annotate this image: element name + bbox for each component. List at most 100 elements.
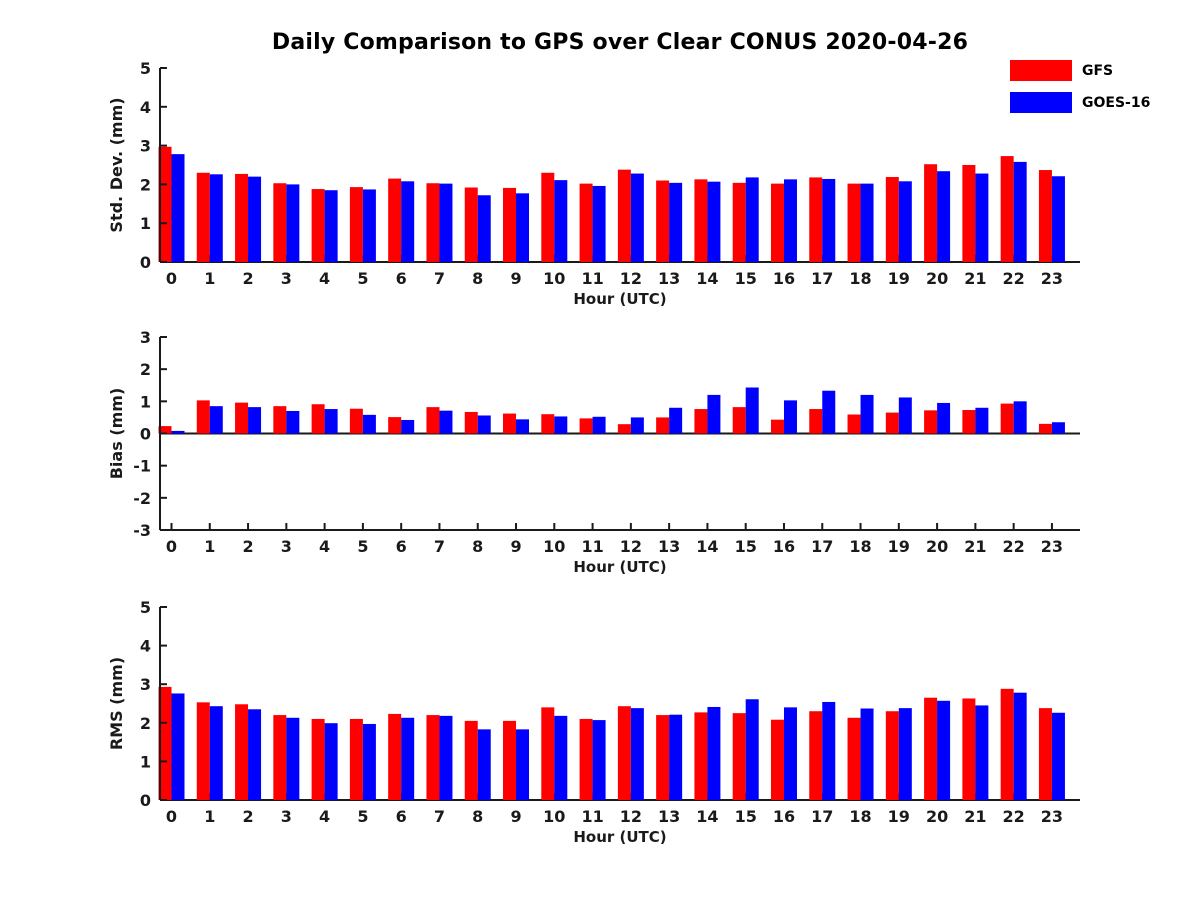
bar-goes-16-h4: [324, 723, 338, 800]
x-tick-label: 13: [658, 537, 680, 556]
bar-gfs-h14: [694, 179, 708, 262]
x-tick-label: 14: [696, 269, 718, 288]
bar-gfs-h17: [809, 409, 823, 434]
x-tick-label: 8: [472, 807, 483, 826]
bar-goes-16-h16: [783, 400, 797, 434]
bar-gfs-h7: [426, 715, 440, 800]
bar-goes-16-h3: [286, 184, 300, 262]
y-tick-label: -1: [133, 457, 151, 476]
y-tick-label: 0: [140, 425, 151, 444]
y-tick-label: 3: [140, 137, 151, 156]
bar-goes-16-h4: [324, 409, 338, 434]
y-tick-label: 0: [140, 791, 151, 810]
x-tick-label: 12: [620, 537, 642, 556]
bar-gfs-h8: [464, 187, 478, 262]
bar-gfs-h8: [464, 720, 478, 800]
bar-goes-16-h3: [286, 410, 300, 434]
x-tick-label: 3: [281, 807, 292, 826]
bar-goes-16-h12: [630, 173, 644, 262]
bar-gfs-h2: [235, 402, 249, 434]
x-tick-label: 10: [543, 807, 565, 826]
bar-goes-16-h8: [477, 415, 491, 434]
x-tick-label: 5: [357, 807, 368, 826]
bar-gfs-h7: [426, 407, 440, 434]
bar-goes-16-h19: [898, 708, 912, 800]
x-tick-label: 0: [166, 537, 177, 556]
x-axis-label: Hour (UTC): [573, 828, 666, 846]
legend-label-goes16: GOES-16: [1082, 94, 1151, 111]
x-tick-label: 9: [510, 807, 521, 826]
bar-goes-16-h8: [477, 195, 491, 262]
x-tick-label: 19: [888, 807, 910, 826]
bar-gfs-h20: [924, 164, 938, 262]
bar-gfs-h20: [924, 697, 938, 800]
bar-gfs-h4: [311, 189, 325, 262]
bar-goes-16-h22: [1013, 692, 1027, 800]
x-tick-label: 2: [242, 269, 253, 288]
x-tick-label: 5: [357, 537, 368, 556]
bar-gfs-h19: [885, 711, 899, 800]
legend-swatch-gfs: [1010, 60, 1072, 81]
bar-goes-16-h19: [898, 181, 912, 262]
bar-gfs-h2: [235, 704, 249, 800]
bar-gfs-h10: [541, 707, 555, 800]
bar-goes-16-h18: [860, 183, 874, 262]
y-tick-label: 0: [140, 253, 151, 272]
bar-goes-16-h2: [248, 176, 262, 262]
bar-goes-16-h13: [669, 714, 683, 800]
y-tick-label: 5: [140, 598, 151, 617]
bar-gfs-h15: [732, 182, 746, 262]
bar-gfs-h15: [732, 407, 746, 434]
bar-goes-16-h21: [975, 173, 989, 262]
bar-goes-16-h16: [783, 707, 797, 800]
x-tick-label: 16: [773, 269, 795, 288]
x-tick-label: 11: [581, 269, 603, 288]
bar-goes-16-h4: [324, 190, 338, 262]
bar-gfs-h15: [732, 713, 746, 800]
bar-gfs-h13: [656, 180, 670, 262]
bar-gfs-h1: [196, 172, 210, 262]
x-tick-label: 0: [166, 807, 177, 826]
bar-goes-16-h11: [592, 185, 606, 262]
bar-gfs-h3: [273, 406, 287, 434]
y-tick-label: 5: [140, 59, 151, 78]
x-tick-label: 5: [357, 269, 368, 288]
bar-gfs-h22: [1000, 403, 1014, 434]
x-tick-label: 0: [166, 269, 177, 288]
y-tick-label: 1: [140, 214, 151, 233]
bar-goes-16-h11: [592, 416, 606, 434]
bar-goes-16-h17: [822, 701, 836, 800]
x-tick-label: 2: [242, 537, 253, 556]
x-tick-label: 8: [472, 269, 483, 288]
x-tick-label: 13: [658, 807, 680, 826]
y-axis-label: Bias (mm): [107, 388, 126, 480]
x-tick-label: 15: [735, 807, 757, 826]
x-tick-label: 10: [543, 537, 565, 556]
x-tick-label: 6: [396, 269, 407, 288]
bar-goes-16-h21: [975, 407, 989, 434]
bar-goes-16-h1: [209, 174, 223, 262]
x-tick-label: 2: [242, 807, 253, 826]
x-tick-label: 10: [543, 269, 565, 288]
bar-goes-16-h23: [1051, 422, 1065, 434]
bar-gfs-h13: [656, 417, 670, 434]
x-tick-label: 8: [472, 537, 483, 556]
legend-swatch-goes16: [1010, 92, 1072, 113]
x-tick-label: 16: [773, 537, 795, 556]
x-tick-label: 22: [1003, 269, 1025, 288]
bar-gfs-h11: [579, 418, 593, 434]
x-tick-label: 1: [204, 269, 215, 288]
bar-goes-16-h3: [286, 717, 300, 800]
bar-gfs-h2: [235, 173, 249, 262]
legend: GFS GOES-16: [1010, 60, 1150, 113]
bar-gfs-h1: [196, 702, 210, 800]
x-tick-label: 11: [581, 537, 603, 556]
bar-goes-16-h12: [630, 708, 644, 800]
x-tick-label: 6: [396, 807, 407, 826]
x-tick-label: 12: [620, 807, 642, 826]
x-tick-label: 20: [926, 537, 948, 556]
bar-goes-16-h16: [783, 179, 797, 262]
x-tick-label: 19: [888, 537, 910, 556]
x-tick-label: 1: [204, 537, 215, 556]
